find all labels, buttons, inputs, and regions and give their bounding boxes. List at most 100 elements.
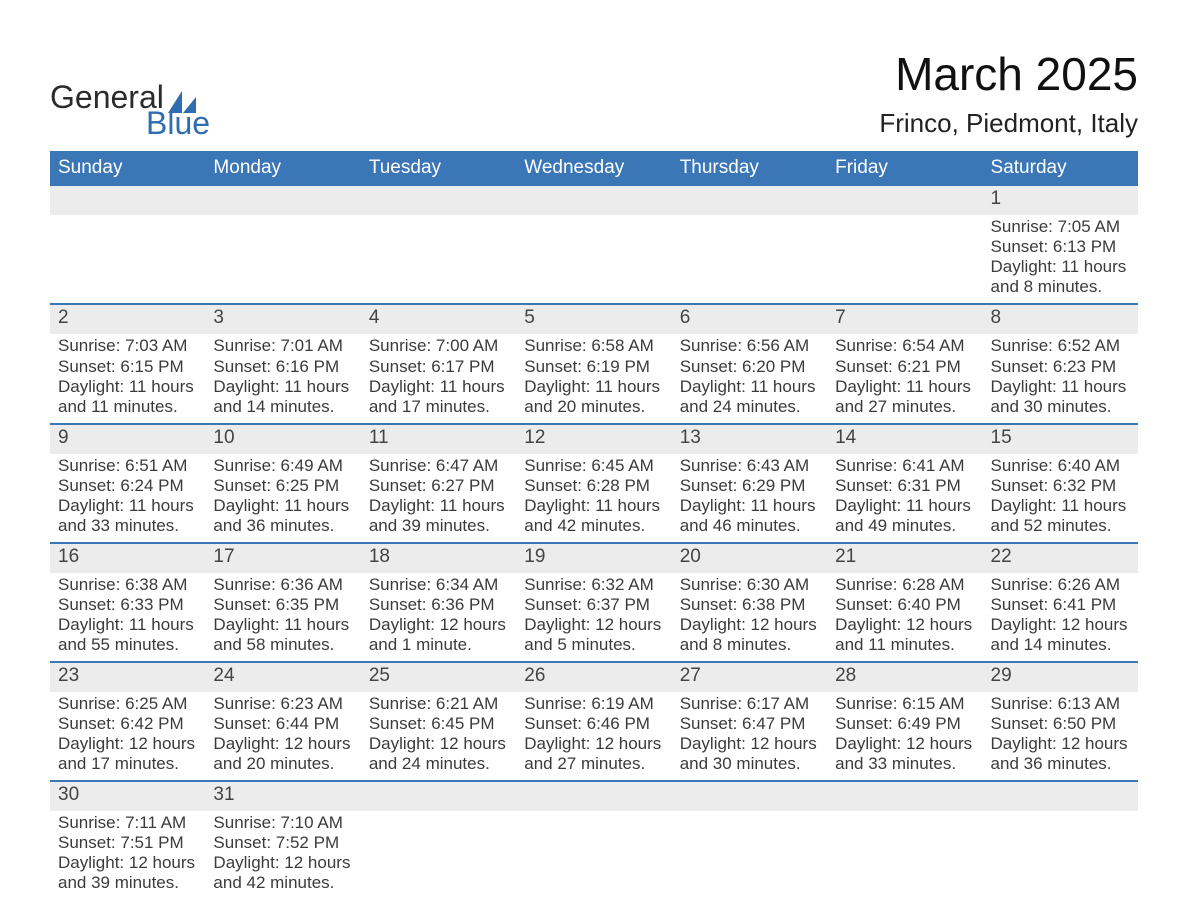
sunrise-text: Sunrise: 6:13 AM <box>991 694 1130 714</box>
daylight-text-2: and 8 minutes. <box>991 277 1130 297</box>
day-number-cell: 16 <box>50 543 205 573</box>
sunrise-text: Sunrise: 6:54 AM <box>835 336 974 356</box>
daylight-text-2: and 27 minutes. <box>524 754 663 774</box>
page-title: March 2025 <box>879 50 1138 98</box>
sunrise-text: Sunrise: 6:26 AM <box>991 575 1130 595</box>
sunrise-text: Sunrise: 6:56 AM <box>680 336 819 356</box>
daylight-text-1: Daylight: 11 hours <box>213 615 352 635</box>
day-number-cell <box>516 186 671 215</box>
weekday-header: Wednesday <box>516 151 671 186</box>
day-number-cell <box>983 781 1138 811</box>
daylight-text-1: Daylight: 11 hours <box>680 496 819 516</box>
sunset-text: Sunset: 6:25 PM <box>213 476 352 496</box>
day-detail-cell: Sunrise: 7:11 AMSunset: 7:51 PMDaylight:… <box>50 811 205 899</box>
daylight-text-2: and 33 minutes. <box>835 754 974 774</box>
daylight-text-1: Daylight: 12 hours <box>369 734 508 754</box>
sunset-text: Sunset: 6:49 PM <box>835 714 974 734</box>
daylight-text-2: and 20 minutes. <box>213 754 352 774</box>
sunset-text: Sunset: 6:47 PM <box>680 714 819 734</box>
day-detail-cell <box>983 811 1138 899</box>
day-detail-cell <box>516 811 671 899</box>
day-number-cell: 12 <box>516 424 671 454</box>
day-detail-cell <box>361 215 516 304</box>
daylight-text-2: and 33 minutes. <box>58 516 197 536</box>
daylight-text-1: Daylight: 12 hours <box>991 734 1130 754</box>
daylight-text-1: Daylight: 12 hours <box>835 734 974 754</box>
sunrise-text: Sunrise: 6:47 AM <box>369 456 508 476</box>
daylight-text-2: and 11 minutes. <box>58 397 197 417</box>
daylight-text-1: Daylight: 12 hours <box>213 734 352 754</box>
detail-row: Sunrise: 7:11 AMSunset: 7:51 PMDaylight:… <box>50 811 1138 899</box>
weekday-header: Monday <box>205 151 360 186</box>
detail-row: Sunrise: 7:03 AMSunset: 6:15 PMDaylight:… <box>50 334 1138 423</box>
sunrise-text: Sunrise: 6:52 AM <box>991 336 1130 356</box>
daynum-row: 2345678 <box>50 304 1138 334</box>
weekday-header: Friday <box>827 151 982 186</box>
day-number-cell: 29 <box>983 662 1138 692</box>
sunrise-text: Sunrise: 6:51 AM <box>58 456 197 476</box>
day-detail-cell: Sunrise: 6:41 AMSunset: 6:31 PMDaylight:… <box>827 454 982 543</box>
day-detail-cell: Sunrise: 6:49 AMSunset: 6:25 PMDaylight:… <box>205 454 360 543</box>
day-number-cell: 2 <box>50 304 205 334</box>
day-number-cell: 28 <box>827 662 982 692</box>
day-detail-cell: Sunrise: 6:21 AMSunset: 6:45 PMDaylight:… <box>361 692 516 781</box>
title-block: March 2025 Frinco, Piedmont, Italy <box>879 50 1138 139</box>
daylight-text-1: Daylight: 11 hours <box>213 377 352 397</box>
sunrise-text: Sunrise: 7:05 AM <box>991 217 1130 237</box>
daylight-text-1: Daylight: 11 hours <box>369 496 508 516</box>
daylight-text-2: and 11 minutes. <box>835 635 974 655</box>
sunset-text: Sunset: 6:46 PM <box>524 714 663 734</box>
sunset-text: Sunset: 6:32 PM <box>991 476 1130 496</box>
day-detail-cell: Sunrise: 7:05 AMSunset: 6:13 PMDaylight:… <box>983 215 1138 304</box>
day-number-cell: 20 <box>672 543 827 573</box>
sunset-text: Sunset: 6:17 PM <box>369 357 508 377</box>
daylight-text-1: Daylight: 11 hours <box>524 496 663 516</box>
weekday-header: Tuesday <box>361 151 516 186</box>
sunrise-text: Sunrise: 6:45 AM <box>524 456 663 476</box>
daylight-text-2: and 58 minutes. <box>213 635 352 655</box>
detail-row: Sunrise: 6:51 AMSunset: 6:24 PMDaylight:… <box>50 454 1138 543</box>
day-number-cell: 15 <box>983 424 1138 454</box>
day-detail-cell: Sunrise: 6:34 AMSunset: 6:36 PMDaylight:… <box>361 573 516 662</box>
day-number-cell: 30 <box>50 781 205 811</box>
daylight-text-1: Daylight: 12 hours <box>680 615 819 635</box>
daylight-text-2: and 5 minutes. <box>524 635 663 655</box>
logo-text-2: Blue <box>146 107 210 139</box>
detail-row: Sunrise: 7:05 AMSunset: 6:13 PMDaylight:… <box>50 215 1138 304</box>
day-number-cell: 31 <box>205 781 360 811</box>
day-detail-cell: Sunrise: 6:13 AMSunset: 6:50 PMDaylight:… <box>983 692 1138 781</box>
daylight-text-1: Daylight: 12 hours <box>835 615 974 635</box>
sunrise-text: Sunrise: 7:01 AM <box>213 336 352 356</box>
daylight-text-2: and 30 minutes. <box>680 754 819 774</box>
day-detail-cell: Sunrise: 6:51 AMSunset: 6:24 PMDaylight:… <box>50 454 205 543</box>
day-number-cell: 3 <box>205 304 360 334</box>
daylight-text-2: and 39 minutes. <box>58 873 197 893</box>
sunset-text: Sunset: 7:52 PM <box>213 833 352 853</box>
sunset-text: Sunset: 6:36 PM <box>369 595 508 615</box>
sunrise-text: Sunrise: 7:10 AM <box>213 813 352 833</box>
daylight-text-1: Daylight: 12 hours <box>524 734 663 754</box>
day-number-cell: 19 <box>516 543 671 573</box>
day-detail-cell: Sunrise: 6:28 AMSunset: 6:40 PMDaylight:… <box>827 573 982 662</box>
sunrise-text: Sunrise: 6:43 AM <box>680 456 819 476</box>
sunset-text: Sunset: 6:45 PM <box>369 714 508 734</box>
daylight-text-1: Daylight: 12 hours <box>991 615 1130 635</box>
sunset-text: Sunset: 6:15 PM <box>58 357 197 377</box>
day-number-cell <box>672 781 827 811</box>
daynum-row: 23242526272829 <box>50 662 1138 692</box>
day-number-cell <box>205 186 360 215</box>
sunrise-text: Sunrise: 6:36 AM <box>213 575 352 595</box>
daylight-text-1: Daylight: 11 hours <box>58 377 197 397</box>
day-number-cell <box>672 186 827 215</box>
daylight-text-1: Daylight: 11 hours <box>835 377 974 397</box>
daylight-text-2: and 24 minutes. <box>369 754 508 774</box>
daylight-text-2: and 20 minutes. <box>524 397 663 417</box>
sunrise-text: Sunrise: 6:25 AM <box>58 694 197 714</box>
sunset-text: Sunset: 6:29 PM <box>680 476 819 496</box>
daylight-text-1: Daylight: 12 hours <box>369 615 508 635</box>
daynum-row: 1 <box>50 186 1138 215</box>
daylight-text-1: Daylight: 11 hours <box>524 377 663 397</box>
day-number-cell: 14 <box>827 424 982 454</box>
sunrise-text: Sunrise: 6:58 AM <box>524 336 663 356</box>
day-detail-cell <box>827 811 982 899</box>
